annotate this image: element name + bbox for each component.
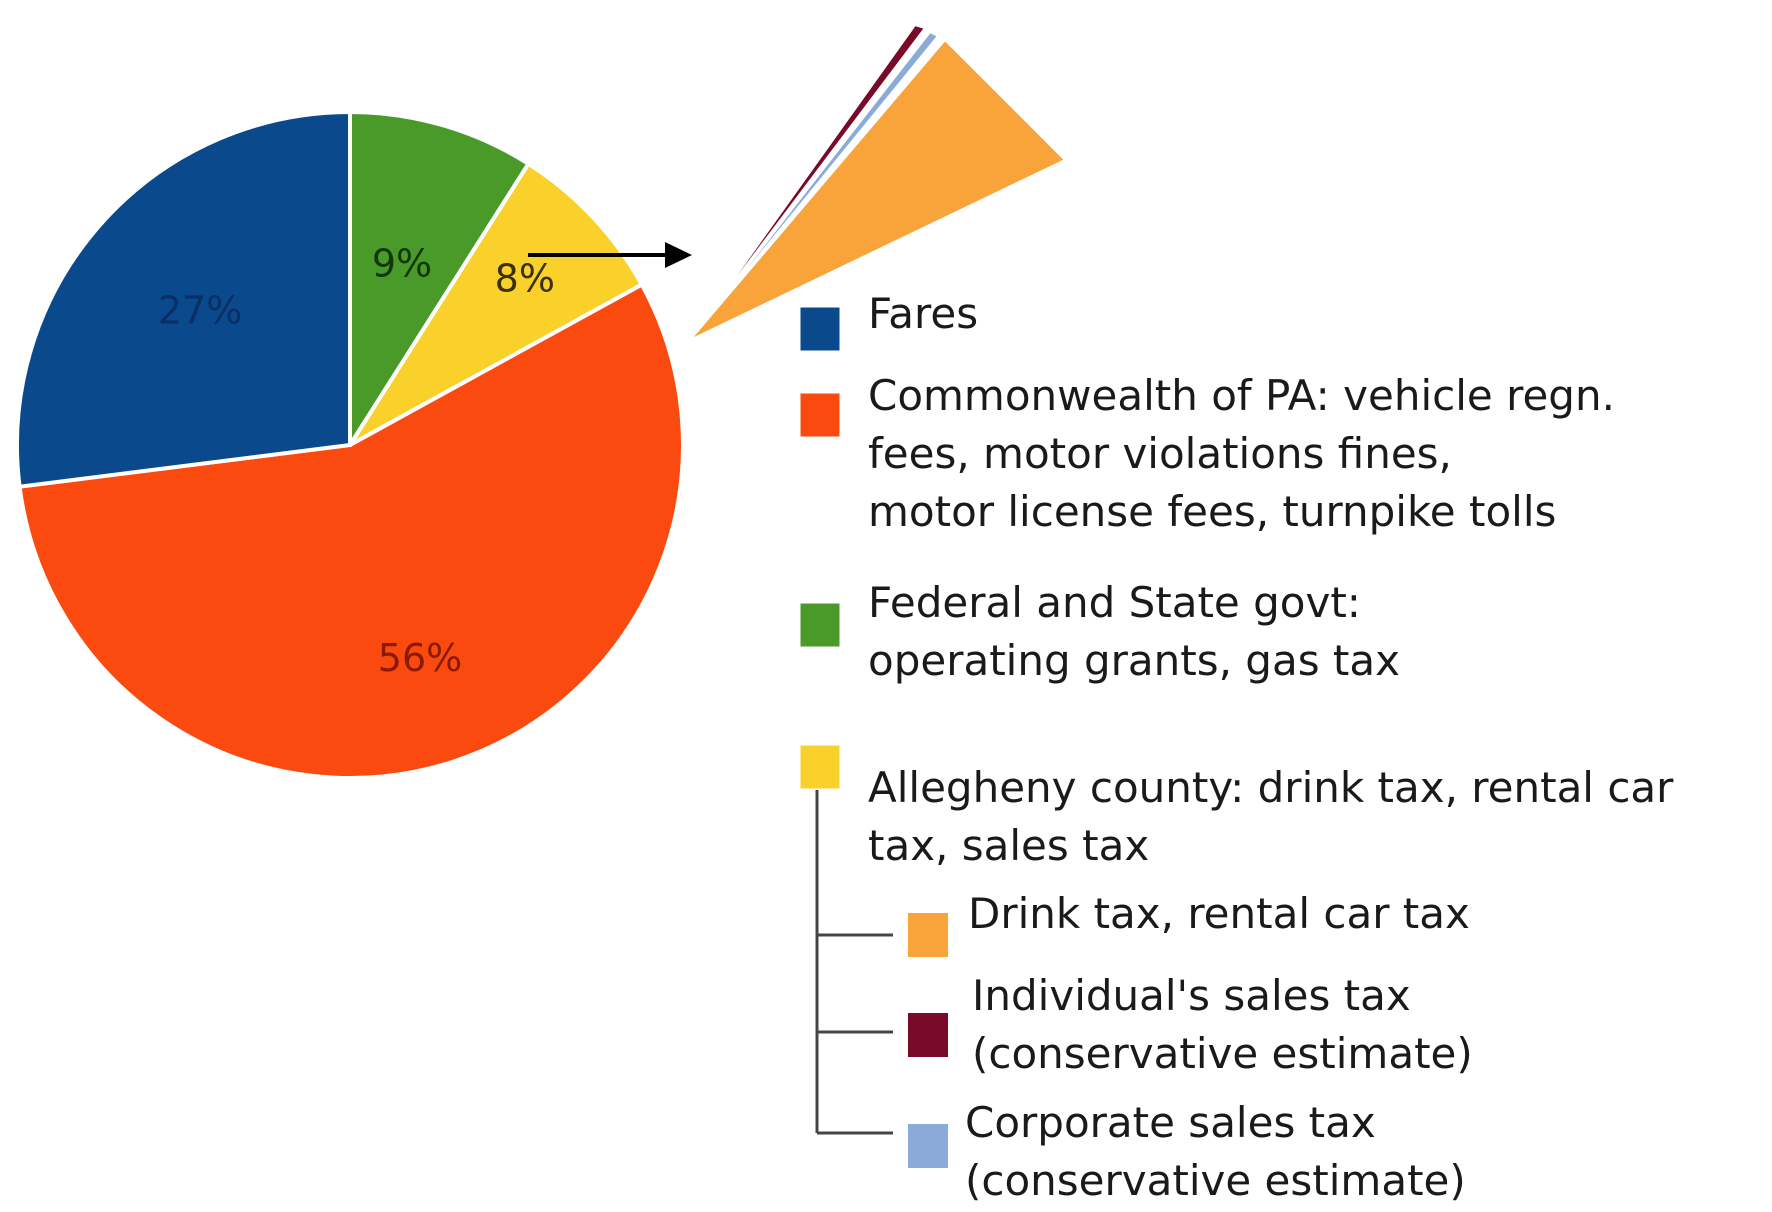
- explode-arrow: [528, 242, 692, 268]
- pie-slices: [14, 109, 685, 781]
- sub-legend: Drink tax, rental car tax Individual's sa…: [815, 790, 1473, 1205]
- legend-label-3-1: tax, sales tax: [868, 821, 1149, 870]
- legend-label-1-0: Commonwealth of PA: vehicle regn.: [868, 371, 1615, 420]
- pie-label-1: 56%: [378, 636, 462, 680]
- arrow-head: [665, 242, 692, 268]
- pie-label-0: 27%: [158, 288, 242, 332]
- sub-legend-label-1-1: (conservative estimate): [972, 1029, 1473, 1078]
- pie-label-3: 8%: [495, 256, 555, 300]
- pie-slice-1: [17, 281, 685, 781]
- sub-legend-swatch-0: [908, 913, 948, 957]
- legend: Fares Commonwealth of PA: vehicle regn. fe…: [799, 289, 1674, 870]
- pie-labels: 9% 8% 56% 27%: [158, 241, 555, 680]
- legend-label-3-0: Allegheny county: drink tax, rental car: [868, 763, 1674, 812]
- pie-slice-0: [14, 109, 352, 489]
- pie-slice-2: [348, 109, 532, 452]
- sub-legend-label-2-0: Corporate sales tax: [965, 1098, 1376, 1147]
- legend-swatch-1: [799, 392, 841, 438]
- sub-legend-swatch-1: [908, 1013, 948, 1057]
- sub-legend-label-1-0: Individual's sales tax: [972, 971, 1411, 1020]
- legend-swatch-3: [799, 744, 841, 790]
- legend-label-2-0: Federal and State govt:: [868, 578, 1361, 627]
- breakdown-wedge-0: [689, 38, 1067, 341]
- breakdown-wedge-2: [689, 30, 940, 341]
- legend-label-1-1: fees, motor violations fines,: [868, 429, 1452, 478]
- legend-label-2-1: operating grants, gas tax: [868, 636, 1400, 685]
- sub-legend-label-0-0: Drink tax, rental car tax: [968, 889, 1470, 938]
- legend-swatch-0: [799, 306, 841, 352]
- legend-label-0-0: Fares: [868, 289, 978, 338]
- breakdown-wedges: [689, 23, 1067, 341]
- pie-slice-3: [348, 161, 645, 447]
- legend-label-1-2: motor license fees, turnpike tolls: [868, 487, 1556, 536]
- pie-label-2: 9%: [372, 241, 432, 285]
- sub-legend-swatch-2: [908, 1124, 948, 1168]
- breakdown-wedge-1: [689, 23, 927, 341]
- legend-swatch-2: [799, 602, 841, 648]
- sub-legend-label-2-1: (conservative estimate): [965, 1156, 1466, 1205]
